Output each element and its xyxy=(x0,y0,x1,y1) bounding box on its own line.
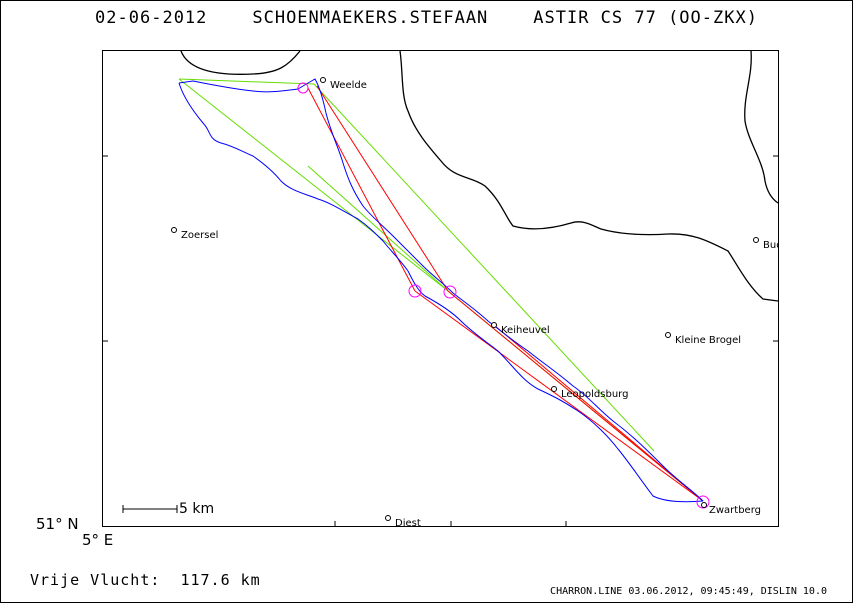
town-dot xyxy=(385,515,391,521)
turnpoint-markers xyxy=(297,82,710,509)
map-canvas: Weelde Zoersel Budel Keiheuvel Kleine Br… xyxy=(103,51,778,526)
town-dot xyxy=(701,502,707,508)
town-dot xyxy=(665,332,671,338)
town-dot xyxy=(753,237,759,243)
scale-bar xyxy=(122,505,178,513)
flight-distance: Vrije Vlucht: 117.6 km xyxy=(30,571,261,589)
footer-info: CHARRON.LINE 03.06.2012, 09:45:49, DISLI… xyxy=(550,586,827,597)
task-route xyxy=(307,85,704,502)
town-dot xyxy=(171,227,177,233)
town-dot xyxy=(491,322,497,328)
town-label-keiheuvel: Keiheuvel xyxy=(501,325,550,336)
town-label-zwartberg: Zwartberg xyxy=(709,505,761,516)
page-title: 02-06-2012 SCHOENMAEKERS.STEFAAN ASTIR C… xyxy=(0,8,853,28)
town-label-kleine-brogel: Kleine Brogel xyxy=(675,335,741,346)
distance-label: Vrije Vlucht: xyxy=(30,571,161,589)
town-label-budel: Budel xyxy=(763,240,778,251)
pilot-name: SCHOENMAEKERS.STEFAAN xyxy=(252,8,489,28)
optimized-route xyxy=(178,78,704,502)
scale-label: 5 km xyxy=(179,501,215,517)
town-dot xyxy=(551,386,557,392)
flight-date: 02-06-2012 xyxy=(95,8,208,28)
town-label-leopoldsburg: Leopoldsburg xyxy=(561,389,628,400)
town-label-zoersel: Zoersel xyxy=(181,230,218,241)
glider-name: ASTIR CS 77 (OO-ZKX) xyxy=(533,8,758,28)
longitude-label: 5° E xyxy=(82,531,114,549)
town-markers xyxy=(171,77,759,521)
latitude-label: 51° N xyxy=(36,515,79,533)
town-label-weelde: Weelde xyxy=(330,80,367,91)
town-label-diest: Diest xyxy=(395,518,421,526)
gps-track xyxy=(178,78,704,503)
map-panel: Weelde Zoersel Budel Keiheuvel Kleine Br… xyxy=(102,50,779,527)
town-dot xyxy=(320,77,326,83)
distance-value: 117.6 km xyxy=(180,571,261,589)
country-border xyxy=(180,51,778,302)
